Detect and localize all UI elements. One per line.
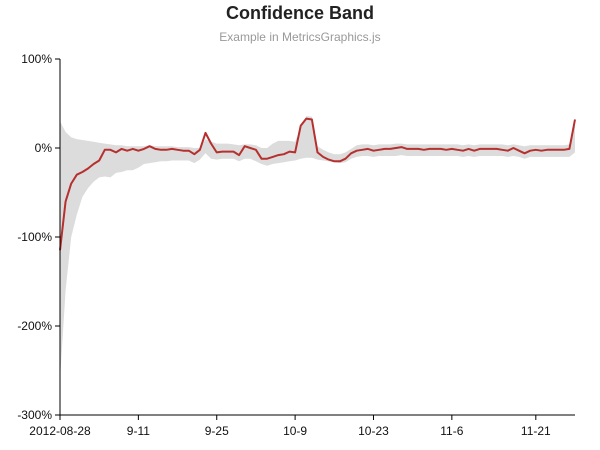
y-tick-label: 100%: [21, 52, 52, 66]
chart-subtitle: Example in MetricsGraphics.js: [219, 30, 381, 44]
x-tick-label: 11-21: [521, 424, 551, 438]
y-tick-label: -300%: [17, 408, 52, 422]
series-line: [59, 117, 576, 251]
chart-title: Confidence Band: [225, 3, 374, 23]
x-tick-label: 9-11: [127, 424, 150, 438]
axes-layer: -300% -200% -100% 0% 100% 2012-08-28 9-11 9-25 1…: [17, 52, 575, 438]
confidence-band: [60, 116, 575, 380]
x-tick-label: 2012-08-28: [29, 424, 91, 438]
x-tick-label: 11-6: [440, 424, 463, 438]
y-tick-label: -100%: [17, 230, 52, 244]
x-tick-label: 9-25: [205, 424, 229, 438]
confidence-band-layer: [60, 116, 575, 380]
y-tick-label: 0%: [35, 141, 53, 155]
x-tick-label: 10-23: [358, 424, 389, 438]
series-line-layer: [59, 117, 576, 251]
x-tick-label: 10-9: [283, 424, 307, 438]
y-tick-label: -200%: [17, 319, 52, 333]
